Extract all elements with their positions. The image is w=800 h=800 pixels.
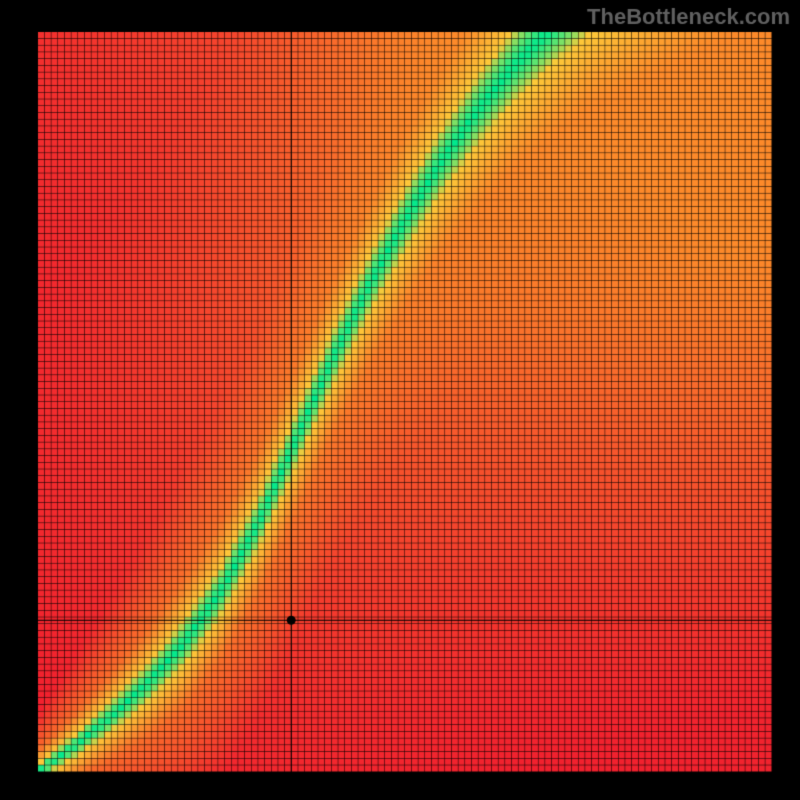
chart-container [0,0,800,800]
heatmap-canvas [0,0,800,800]
